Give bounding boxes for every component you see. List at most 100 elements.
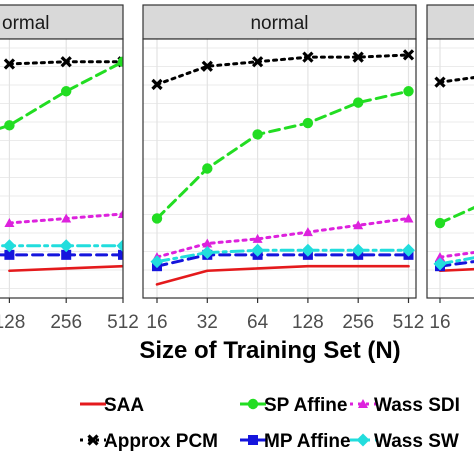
series-sp — [151, 86, 414, 224]
legend-item-wsdp: Wass SDI — [350, 395, 460, 416]
data-point — [351, 243, 365, 257]
legend-key-marker — [358, 399, 368, 408]
legend-item-saa: SAA — [80, 395, 144, 416]
series-saa — [8, 264, 123, 273]
data-point — [403, 213, 414, 223]
facet-panel-1: ormal — [0, 4, 124, 299]
data-point — [402, 49, 415, 61]
data-point — [117, 56, 123, 67]
data-point — [352, 51, 364, 63]
data-point — [61, 249, 72, 260]
data-point — [61, 213, 72, 223]
series-sp — [0, 56, 123, 131]
data-point — [150, 255, 164, 269]
x-axis-label: Size of Training Set (N) — [139, 337, 400, 364]
data-point — [151, 78, 163, 91]
data-point — [353, 97, 364, 108]
legend-label: Wass SW — [374, 431, 459, 452]
series-line — [438, 206, 474, 225]
panel-border — [426, 38, 474, 299]
data-point — [118, 208, 123, 218]
legend-item-wsw: Wass SW — [350, 431, 459, 452]
data-point — [403, 86, 414, 97]
facet-strip — [426, 4, 474, 40]
legend-label: Approx PCM — [104, 431, 218, 452]
series-line — [155, 89, 410, 220]
x-tick-label: 256 — [342, 312, 374, 333]
facet-panels: ormal normal — [0, 4, 474, 299]
facet-panel-3 — [426, 4, 474, 299]
series-pcm — [151, 49, 415, 91]
series-saa — [438, 267, 474, 273]
series-line — [438, 260, 474, 268]
data-point — [251, 56, 264, 68]
series-wsw — [150, 243, 415, 269]
legend-label: MP Affine — [264, 431, 351, 452]
data-point — [353, 220, 364, 230]
x-tick-label: 64 — [247, 312, 269, 333]
data-point — [252, 233, 263, 243]
legend-label: SAA — [104, 395, 144, 416]
series-line — [155, 264, 410, 286]
data-point — [116, 239, 123, 253]
data-point — [301, 243, 315, 257]
facet-strip-label: ormal — [2, 13, 50, 34]
series-line — [155, 216, 410, 259]
series-line — [155, 253, 410, 268]
facet-strip-label: normal — [250, 13, 308, 34]
legend-item-mp: MP Affine — [240, 431, 351, 452]
data-point — [151, 213, 163, 224]
data-point — [201, 60, 213, 72]
x-tick-label: 32 — [197, 312, 218, 333]
data-point — [435, 252, 445, 262]
panel-border — [142, 38, 417, 299]
data-point — [302, 117, 314, 129]
data-point — [251, 243, 265, 257]
data-point — [252, 129, 263, 140]
series-saa — [155, 264, 410, 286]
x-tick-labels: 128256512163264128256512163264128256512 — [0, 298, 451, 333]
facet-panel-2: normal — [142, 4, 417, 299]
data-point — [4, 120, 15, 131]
data-point — [302, 51, 314, 63]
data-point — [402, 243, 415, 257]
series-mp — [0, 249, 123, 260]
data-point — [202, 238, 213, 248]
data-point — [60, 86, 72, 97]
data-point — [434, 76, 446, 88]
series-wsw — [433, 256, 474, 271]
legend-item-pcm: Approx PCM — [80, 431, 218, 452]
legend: SAA SP Affine Wass SDI Approx PCM MP Affine W… — [80, 395, 460, 452]
series-line — [155, 248, 410, 264]
x-tick-label: 512 — [393, 312, 425, 333]
series-line — [438, 250, 474, 259]
panel-border — [0, 38, 124, 299]
data-point — [434, 217, 446, 229]
series-wsdp — [435, 250, 474, 262]
grid-lines — [143, 39, 416, 298]
data-point — [59, 239, 73, 253]
legend-item-sp: SP Affine — [240, 395, 347, 416]
x-tick-label: 256 — [50, 312, 82, 333]
legend-key-marker — [356, 433, 370, 447]
facet-strip — [0, 4, 124, 40]
data-point — [4, 218, 15, 228]
series-sp — [434, 206, 474, 229]
data-point — [433, 257, 447, 271]
data-point — [2, 239, 16, 253]
plot-background — [143, 39, 416, 298]
legend-label: SP Affine — [264, 395, 347, 416]
data-point — [302, 227, 313, 237]
data-point — [60, 56, 72, 68]
series-wsdp — [4, 208, 123, 228]
x-tick-label: 16 — [146, 312, 167, 333]
series-wsw — [0, 239, 123, 253]
data-point — [118, 249, 123, 260]
legend-label: Wass SDI — [374, 395, 460, 416]
x-tick-label: 128 — [292, 312, 324, 333]
data-point — [200, 246, 214, 260]
series-pcm — [434, 76, 474, 88]
series-line — [155, 53, 410, 86]
x-tick-label: 16 — [429, 312, 450, 333]
legend-key-marker — [248, 435, 258, 445]
